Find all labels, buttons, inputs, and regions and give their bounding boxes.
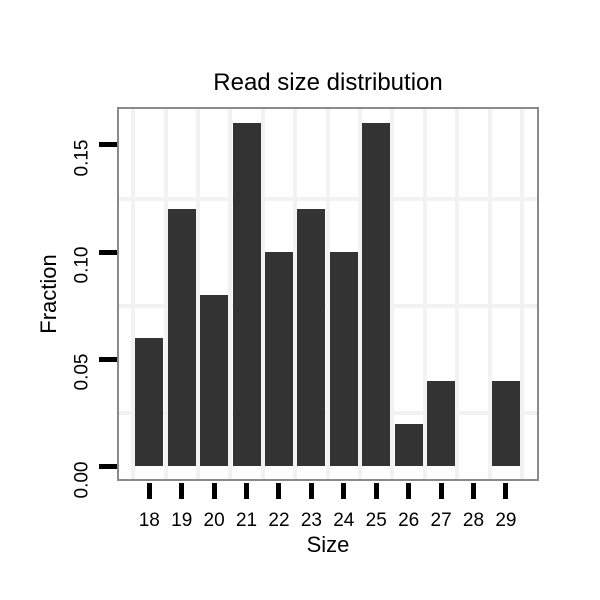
gridline-vertical: [260, 109, 265, 479]
gridline-vertical: [520, 109, 525, 479]
x-tick-label: 22: [268, 510, 290, 531]
x-axis-title: Size: [306, 532, 350, 557]
gridline-vertical: [422, 109, 427, 479]
x-tick-label: 19: [171, 510, 193, 531]
x-tick: [211, 483, 217, 499]
x-tick: [179, 483, 185, 499]
gridline-vertical: [358, 109, 363, 479]
gridline-vertical: [390, 109, 395, 479]
x-tick-label: 21: [235, 510, 258, 531]
y-tick: [99, 142, 117, 148]
x-tick-label: 29: [495, 510, 517, 531]
y-tick-label: 0.15: [71, 139, 93, 177]
y-tick: [99, 356, 117, 362]
x-tick-label: 28: [462, 510, 485, 531]
y-tick: [99, 249, 117, 255]
gridline-vertical: [325, 109, 330, 479]
bar-18: [135, 337, 164, 467]
bar-26: [394, 423, 423, 467]
gridline-horizontal: [119, 410, 537, 415]
x-tick: [503, 483, 509, 499]
bar-27: [427, 380, 456, 467]
x-tick: [341, 483, 347, 499]
bar-25: [362, 123, 391, 467]
bar-24: [329, 252, 358, 467]
x-tick-label: 23: [300, 510, 322, 531]
gridline-vertical: [293, 109, 298, 479]
x-tick: [308, 483, 314, 499]
gridline-vertical: [131, 109, 136, 479]
x-tick: [471, 483, 476, 499]
x-tick: [146, 483, 152, 499]
y-tick-label: 0.05: [71, 353, 93, 391]
plot-panel: [117, 107, 539, 481]
bar-20: [200, 294, 229, 467]
x-tick: [406, 483, 412, 499]
y-tick: [99, 464, 117, 469]
x-tick-label: 18: [138, 510, 160, 531]
bar-29: [491, 380, 520, 467]
bar-22: [264, 252, 293, 467]
x-tick-label: 25: [365, 510, 387, 531]
x-tick-label: 24: [333, 510, 355, 531]
x-tick: [276, 483, 282, 499]
x-tick: [244, 483, 250, 499]
y-tick-label: 0.10: [71, 246, 93, 284]
x-tick: [373, 483, 379, 499]
x-tick-label: 26: [398, 510, 420, 531]
x-tick-label: 20: [203, 510, 225, 531]
gridline-horizontal: [119, 303, 537, 308]
bar-19: [167, 209, 196, 467]
gridline-horizontal: [119, 196, 537, 201]
x-tick: [438, 483, 444, 499]
chart-title: Read size distribution: [213, 69, 443, 96]
y-tick-label: 0.00: [71, 461, 93, 498]
y-axis-title: Fraction: [36, 254, 61, 334]
bar-21: [232, 123, 261, 467]
gridline-vertical: [195, 109, 200, 479]
gridline-vertical: [163, 109, 168, 479]
x-tick-label: 27: [430, 510, 452, 531]
bar-23: [297, 209, 326, 467]
gridline-vertical: [487, 109, 492, 479]
gridline-vertical: [228, 109, 233, 479]
gridline-vertical: [455, 109, 460, 479]
